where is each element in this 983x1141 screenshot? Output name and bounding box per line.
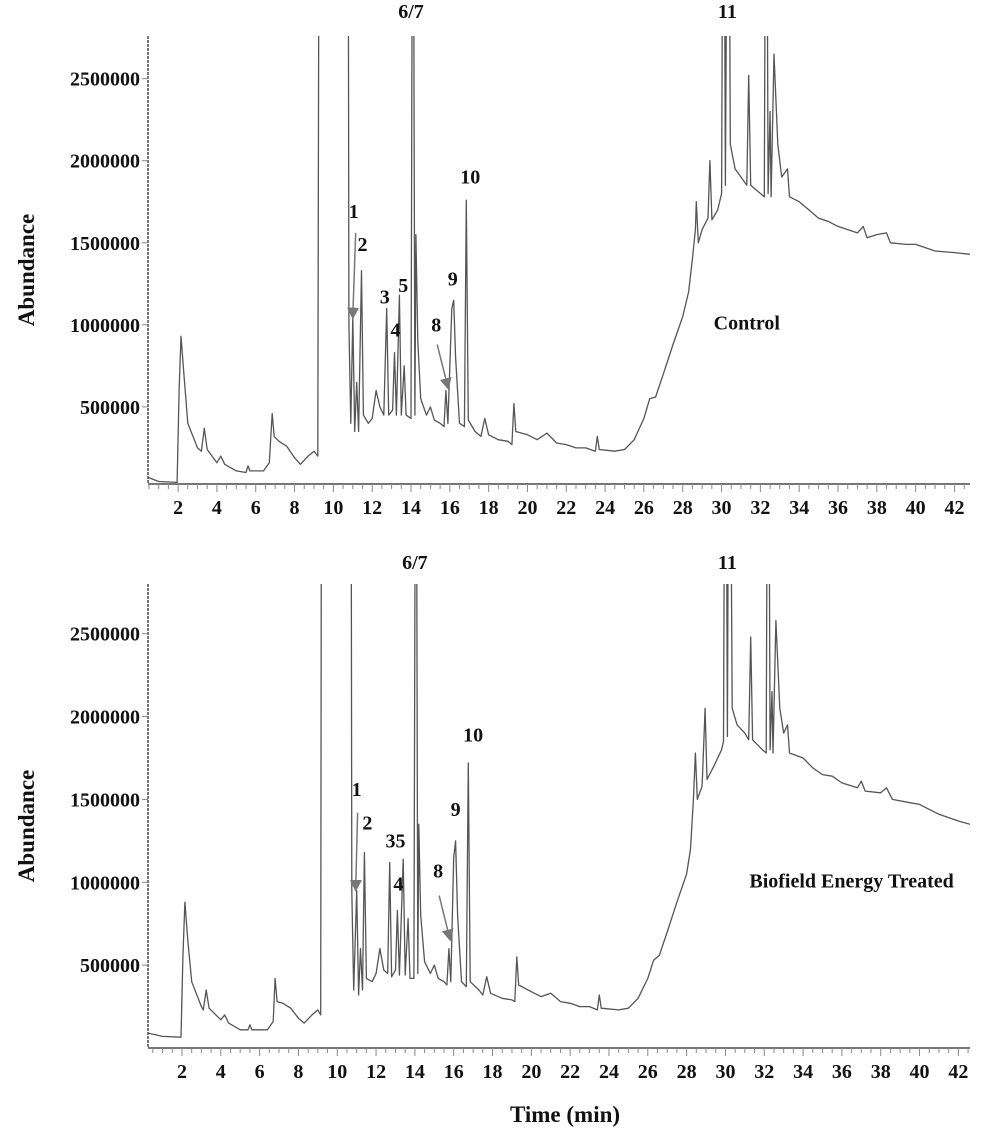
x-tick-label: 2 <box>173 497 183 519</box>
peak-label: 11 <box>718 552 737 574</box>
y-tick-label: 500000 <box>80 397 140 419</box>
peak-label: 9 <box>451 799 461 821</box>
x-tick-label: 6 <box>251 497 261 519</box>
x-tick-label: 36 <box>832 1061 852 1083</box>
x-tick-label: 8 <box>293 1061 303 1083</box>
x-tick-label: 34 <box>793 1061 813 1083</box>
x-tick-label: 26 <box>634 497 654 519</box>
x-tick-label: 40 <box>906 497 926 519</box>
x-tick-label: 8 <box>290 497 300 519</box>
x-tick-label: 32 <box>750 497 770 519</box>
x-tick-label: 22 <box>556 497 576 519</box>
x-tick-label: 24 <box>595 497 615 519</box>
x-tick-label: 14 <box>405 1061 425 1083</box>
y-tick-label: 2500000 <box>70 624 140 646</box>
y-axis-title: Abundance <box>14 770 39 882</box>
x-tick-label: 30 <box>715 1061 735 1083</box>
peak-label: 2 <box>362 812 372 834</box>
peak-label: 11 <box>718 1 737 23</box>
peak-label: 1 <box>352 779 362 801</box>
peak-label: 1 <box>349 201 359 223</box>
x-tick-label: 18 <box>479 497 499 519</box>
peak-label: 5 <box>398 275 408 297</box>
peak-label: 10 <box>463 724 483 746</box>
peak-arrow <box>347 232 360 320</box>
y-axis-title: Abundance <box>14 214 39 326</box>
peak-label: 4 <box>390 319 400 341</box>
y-tick-label: 1000000 <box>70 315 140 337</box>
peak-label: 2 <box>357 234 367 256</box>
sample-label: Control <box>714 313 781 335</box>
control-chromatogram-panel: 2 4 6 8 10 12 14 16 18 20 22 24 26 28 30 32 34 36 38 40 4250… <box>14 1 970 519</box>
x-tick-label: 42 <box>944 497 964 519</box>
y-tick-label: 2500000 <box>70 69 140 91</box>
x-tick-label: 4 <box>216 1061 226 1083</box>
peak-label: 10 <box>460 167 480 189</box>
x-tick-label: 14 <box>401 497 421 519</box>
y-tick-label: 1000000 <box>70 872 140 894</box>
x-tick-label: 28 <box>677 1061 697 1083</box>
peak-label: 8 <box>433 860 443 882</box>
peak-label: 4 <box>393 874 403 896</box>
x-tick-label: 30 <box>712 497 732 519</box>
y-tick-label: 1500000 <box>70 233 140 255</box>
x-tick-label: 12 <box>366 1061 386 1083</box>
peak-label: 6/7 <box>402 552 428 574</box>
x-tick-label: 20 <box>521 1061 541 1083</box>
x-axis-title: Time (min) <box>510 1102 620 1127</box>
x-tick-label: 12 <box>362 497 382 519</box>
x-tick-label: 38 <box>867 497 887 519</box>
x-tick-label: 36 <box>828 497 848 519</box>
chromatogram-trace <box>148 584 970 1038</box>
x-tick-label: 34 <box>789 497 809 519</box>
y-tick-label: 1500000 <box>70 789 140 811</box>
x-tick-label: 38 <box>871 1061 891 1083</box>
x-tick-label: 24 <box>599 1061 619 1083</box>
y-tick-label: 500000 <box>80 955 140 977</box>
x-tick-label: 16 <box>444 1061 464 1083</box>
x-tick-label: 10 <box>327 1061 347 1083</box>
y-tick-label: 2000000 <box>70 151 140 173</box>
x-tick-label: 20 <box>517 497 537 519</box>
x-tick-label: 6 <box>255 1061 265 1083</box>
sample-label: Biofield Energy Treated <box>749 870 953 892</box>
x-tick-label: 42 <box>948 1061 968 1083</box>
x-tick-label: 10 <box>323 497 343 519</box>
treated-chromatogram-panel: 2 4 6 8 10 12 14 16 18 20 22 24 26 28 30 32 34 36 38 40 4250… <box>14 552 970 1083</box>
peak-label: 3 <box>380 286 390 308</box>
peak-arrow <box>436 344 452 391</box>
x-tick-label: 22 <box>560 1061 580 1083</box>
x-tick-label: 2 <box>177 1061 187 1083</box>
peak-label: 6/7 <box>398 1 424 23</box>
x-tick-label: 28 <box>673 497 693 519</box>
y-tick-label: 2000000 <box>70 707 140 729</box>
peak-label: 35 <box>385 830 405 852</box>
peak-label: 9 <box>448 268 458 290</box>
chromatogram-trace <box>148 36 970 484</box>
peak-arrow <box>349 812 362 892</box>
peak-label: 8 <box>431 314 441 336</box>
x-tick-label: 26 <box>638 1061 658 1083</box>
x-tick-label: 32 <box>754 1061 774 1083</box>
peak-arrow <box>438 895 454 942</box>
x-tick-label: 40 <box>910 1061 930 1083</box>
x-tick-label: 16 <box>440 497 460 519</box>
x-tick-label: 4 <box>212 497 222 519</box>
x-tick-label: 18 <box>483 1061 503 1083</box>
